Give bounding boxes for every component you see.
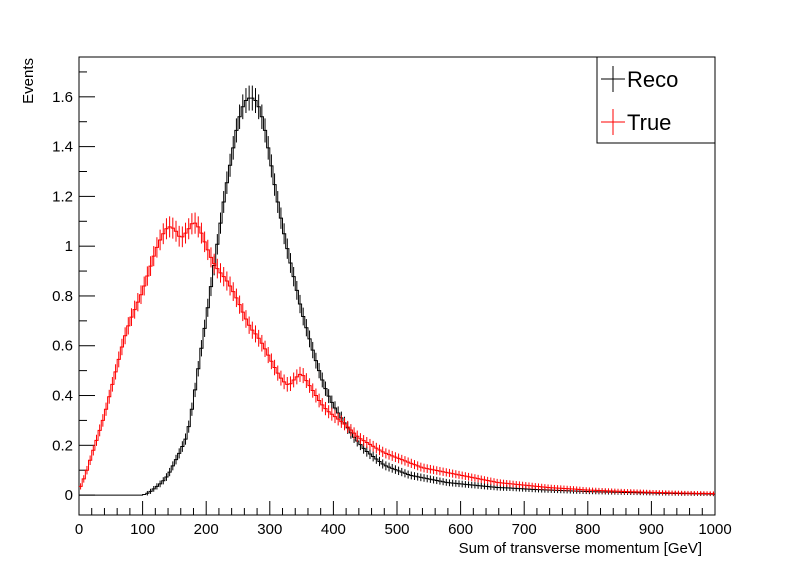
series-reco xyxy=(79,85,715,497)
x-tick-label: 100 xyxy=(130,521,155,538)
x-tick-label: 600 xyxy=(448,521,473,538)
x-axis: 0 100 200 300 400 500 600 700 800 900 1000 xyxy=(75,501,732,538)
series-true xyxy=(79,212,715,496)
x-tick-label: 800 xyxy=(575,521,600,538)
y-tick-label: 0.8 xyxy=(52,288,73,305)
y-tick-label: 1.6 xyxy=(52,89,73,106)
legend-box xyxy=(596,56,716,144)
x-tick-label: 400 xyxy=(321,521,346,538)
y-tick-label: 0.6 xyxy=(52,338,73,355)
x-tick-label: 1000 xyxy=(698,521,731,538)
legend: Reco True xyxy=(596,56,716,144)
y-tick-label: 1.4 xyxy=(52,139,73,156)
x-tick-label: 0 xyxy=(75,521,83,538)
x-tick-label: 900 xyxy=(639,521,664,538)
x-tick-label: 200 xyxy=(194,521,219,538)
series-layer xyxy=(79,85,715,497)
x-tick-label: 700 xyxy=(512,521,537,538)
y-tick-label: 0.2 xyxy=(52,437,73,454)
legend-reco-label: Reco xyxy=(627,67,678,92)
y-tick-label: 1.2 xyxy=(52,188,73,205)
x-tick-label: 500 xyxy=(384,521,409,538)
y-tick-label: 1 xyxy=(65,238,73,255)
y-tick-label: 0.4 xyxy=(52,388,73,405)
legend-true-label: True xyxy=(627,110,671,135)
y-axis-title: Events xyxy=(20,58,37,104)
y-tick-label: 0 xyxy=(65,487,73,504)
x-axis-title: Sum of transverse momentum [GeV] xyxy=(459,540,702,557)
y-axis: 0 0.2 0.4 0.6 0.8 1 1.2 1.4 1.6 xyxy=(52,71,95,504)
histogram-line xyxy=(79,222,715,495)
x-tick-label: 300 xyxy=(257,521,282,538)
histogram-line xyxy=(79,97,715,496)
